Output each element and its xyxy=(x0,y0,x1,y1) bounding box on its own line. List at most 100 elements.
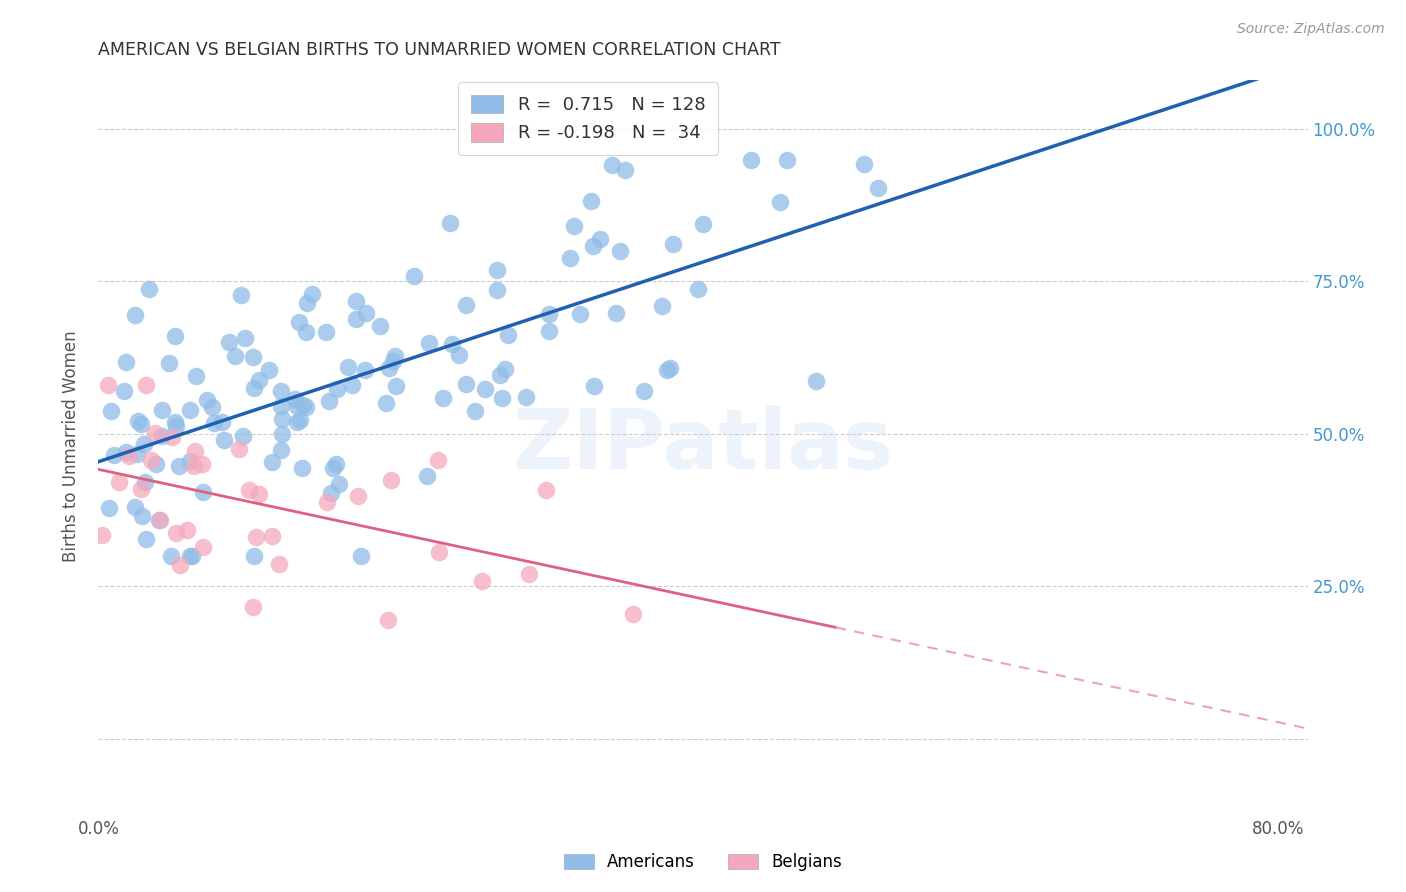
Point xyxy=(108,475,131,489)
Point xyxy=(402,268,425,283)
Point xyxy=(471,574,494,588)
Point xyxy=(416,468,439,483)
Point xyxy=(183,458,205,473)
Point xyxy=(614,163,637,178)
Point xyxy=(440,337,463,351)
Point xyxy=(195,393,218,408)
Point xyxy=(232,429,254,443)
Point xyxy=(163,329,186,343)
Point xyxy=(377,613,399,627)
Point xyxy=(127,447,149,461)
Point xyxy=(454,376,477,391)
Point xyxy=(157,356,180,370)
Point xyxy=(288,315,311,329)
Point xyxy=(143,426,166,441)
Point xyxy=(336,360,359,375)
Point xyxy=(295,400,318,414)
Point xyxy=(270,384,292,398)
Point xyxy=(328,477,350,491)
Point xyxy=(368,319,391,334)
Point xyxy=(375,396,398,410)
Point xyxy=(583,378,606,392)
Point xyxy=(91,528,114,542)
Point xyxy=(149,513,172,527)
Point xyxy=(124,308,146,322)
Point xyxy=(150,402,173,417)
Point xyxy=(97,378,120,392)
Point xyxy=(658,360,681,375)
Point xyxy=(340,378,363,392)
Point xyxy=(344,294,367,309)
Point xyxy=(439,216,461,230)
Point xyxy=(100,404,122,418)
Point xyxy=(688,282,710,296)
Point xyxy=(201,400,224,414)
Point xyxy=(114,444,136,458)
Point xyxy=(662,236,685,251)
Point xyxy=(214,434,236,448)
Point xyxy=(229,287,252,301)
Point xyxy=(515,390,537,404)
Point xyxy=(494,361,516,376)
Point xyxy=(190,457,212,471)
Point xyxy=(474,382,496,396)
Point xyxy=(496,327,519,342)
Point xyxy=(291,398,314,412)
Point xyxy=(325,457,347,471)
Point xyxy=(318,393,340,408)
Point xyxy=(447,348,470,362)
Point xyxy=(432,392,454,406)
Point xyxy=(181,549,204,563)
Point xyxy=(243,549,266,563)
Point xyxy=(633,384,655,398)
Point xyxy=(285,415,308,429)
Point xyxy=(97,501,120,516)
Point xyxy=(191,484,214,499)
Point xyxy=(179,549,201,563)
Point xyxy=(270,399,292,413)
Point xyxy=(260,529,283,543)
Point xyxy=(218,334,240,349)
Point xyxy=(262,455,284,469)
Point xyxy=(242,600,264,615)
Point xyxy=(160,549,183,563)
Point xyxy=(464,404,486,418)
Point xyxy=(346,489,368,503)
Point xyxy=(315,495,337,509)
Point xyxy=(456,298,478,312)
Point xyxy=(489,368,512,382)
Point xyxy=(776,153,799,167)
Point xyxy=(284,392,307,406)
Point xyxy=(581,239,603,253)
Point xyxy=(853,157,876,171)
Point xyxy=(868,180,890,194)
Point xyxy=(135,532,157,546)
Point xyxy=(418,336,440,351)
Point xyxy=(609,244,631,259)
Point xyxy=(427,453,450,467)
Point xyxy=(301,287,323,301)
Point xyxy=(491,391,513,405)
Point xyxy=(384,349,406,363)
Point xyxy=(167,458,190,473)
Point xyxy=(135,378,157,392)
Point xyxy=(621,607,644,621)
Legend: Americans, Belgians: Americans, Belgians xyxy=(555,845,851,880)
Point xyxy=(325,382,347,396)
Point xyxy=(163,415,186,429)
Point xyxy=(270,443,292,458)
Point xyxy=(560,251,582,265)
Point xyxy=(270,427,292,442)
Point xyxy=(129,482,152,496)
Point xyxy=(655,363,678,377)
Point xyxy=(385,379,408,393)
Point xyxy=(257,363,280,377)
Point xyxy=(141,452,163,467)
Point xyxy=(651,299,673,313)
Point xyxy=(600,158,623,172)
Point xyxy=(321,485,343,500)
Point xyxy=(179,403,201,417)
Point xyxy=(346,312,368,326)
Point xyxy=(191,540,214,554)
Point xyxy=(285,399,308,413)
